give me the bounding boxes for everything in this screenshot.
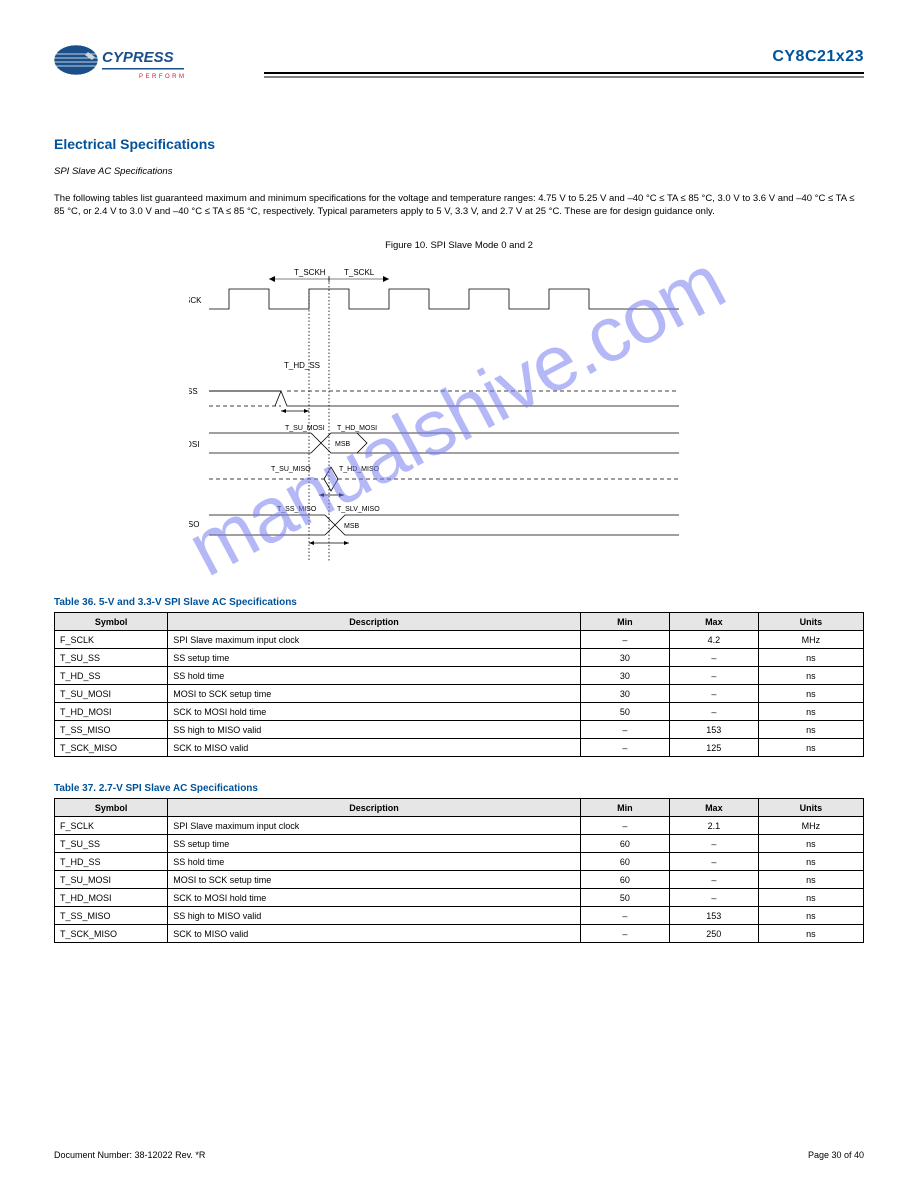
section-electrical-spec: Electrical Specifications SPI Slave AC S… bbox=[54, 136, 864, 943]
table-row: T_SU_MOSIMOSI to SCK setup time30–ns bbox=[55, 685, 864, 703]
section-title: Electrical Specifications bbox=[54, 136, 864, 152]
table-row: T_HD_MOSISCK to MOSI hold time50–ns bbox=[55, 889, 864, 907]
slave-heading: SPI Slave AC Specifications bbox=[54, 166, 864, 179]
table-row: T_SU_MOSIMOSI to SCK setup time60–ns bbox=[55, 871, 864, 889]
label-thd-mosi: T_HD_MOSI bbox=[337, 425, 377, 432]
table-row: T_SU_SSSS setup time60–ns bbox=[55, 835, 864, 853]
page-header: CYPRESS PERFORM CY8C21x23 bbox=[54, 38, 864, 108]
svg-text:CYPRESS: CYPRESS bbox=[102, 49, 174, 66]
header-right: CY8C21x23 bbox=[204, 38, 864, 80]
table-row: T_HD_SSSS hold time30–ns bbox=[55, 667, 864, 685]
label-msb1: MSB bbox=[335, 441, 351, 448]
label-miso: MISO bbox=[189, 520, 199, 529]
table36-h2: Min bbox=[580, 613, 669, 631]
doc-number: Document Number: 38-12022 Rev. *R bbox=[54, 1150, 205, 1160]
page-number: Page 30 of 40 bbox=[808, 1150, 864, 1160]
table36-h3: Max bbox=[669, 613, 758, 631]
label-tss-miso: T_SS_MISO bbox=[277, 506, 317, 513]
timing-diagram: T_SCKH T_SCKL SCK T_HD_SS SS MOSI T_SU_M… bbox=[189, 261, 729, 571]
table-row: T_SS_MISOSS high to MISO valid–153ns bbox=[55, 721, 864, 739]
intro-paragraph: The following tables list guaranteed max… bbox=[54, 193, 864, 219]
label-tsckh: T_SCKH bbox=[294, 268, 326, 277]
table37-h3: Max bbox=[669, 799, 758, 817]
svg-text:PERFORM: PERFORM bbox=[139, 74, 184, 80]
table37-h4: Units bbox=[758, 799, 863, 817]
table36-h0: Symbol bbox=[55, 613, 168, 631]
label-thd-miso: T_HD_MISO bbox=[339, 466, 380, 473]
part-number: CY8C21x23 bbox=[772, 48, 864, 66]
label-tsu-mosi: T_SU_MOSI bbox=[285, 425, 325, 432]
figure-caption: Figure 10. SPI Slave Mode 0 and 2 bbox=[54, 240, 864, 251]
page-footer: Document Number: 38-12022 Rev. *R Page 3… bbox=[54, 1150, 864, 1160]
table36-caption: Table 36. 5-V and 3.3-V SPI Slave AC Spe… bbox=[54, 597, 864, 608]
table-row: T_SS_MISOSS high to MISO valid–153ns bbox=[55, 907, 864, 925]
table-row: T_SU_SSSS setup time30–ns bbox=[55, 649, 864, 667]
table-row: F_SCLKSPI Slave maximum input clock–2.1M… bbox=[55, 817, 864, 835]
label-tslv-miso: T_SLV_MISO bbox=[337, 506, 380, 513]
header-rule bbox=[264, 72, 864, 80]
table37-h1: Description bbox=[168, 799, 581, 817]
table-row: F_SCLKSPI Slave maximum input clock–4.2M… bbox=[55, 631, 864, 649]
table37-h2: Min bbox=[580, 799, 669, 817]
label-mosi: MOSI bbox=[189, 440, 199, 449]
table36: Symbol Description Min Max Units F_SCLKS… bbox=[54, 612, 864, 757]
label-msb2: MSB bbox=[344, 523, 360, 530]
table-row: T_SCK_MISOSCK to MISO valid–250ns bbox=[55, 925, 864, 943]
label-tsckl: T_SCKL bbox=[344, 268, 375, 277]
table36-h1: Description bbox=[168, 613, 581, 631]
table36-h4: Units bbox=[758, 613, 863, 631]
table-row: T_HD_MOSISCK to MOSI hold time50–ns bbox=[55, 703, 864, 721]
table37-h0: Symbol bbox=[55, 799, 168, 817]
label-tsu-miso: T_SU_MISO bbox=[271, 466, 311, 473]
label-thd-ss: T_HD_SS bbox=[284, 361, 320, 370]
table-row: T_HD_SSSS hold time60–ns bbox=[55, 853, 864, 871]
label-ss: SS bbox=[189, 387, 198, 396]
label-sck: SCK bbox=[189, 296, 202, 305]
cypress-logo: CYPRESS PERFORM bbox=[54, 38, 184, 93]
table37-caption: Table 37. 2.7-V SPI Slave AC Specificati… bbox=[54, 783, 864, 794]
table37: Symbol Description Min Max Units F_SCLKS… bbox=[54, 798, 864, 943]
table-row: T_SCK_MISOSCK to MISO valid–125ns bbox=[55, 739, 864, 757]
